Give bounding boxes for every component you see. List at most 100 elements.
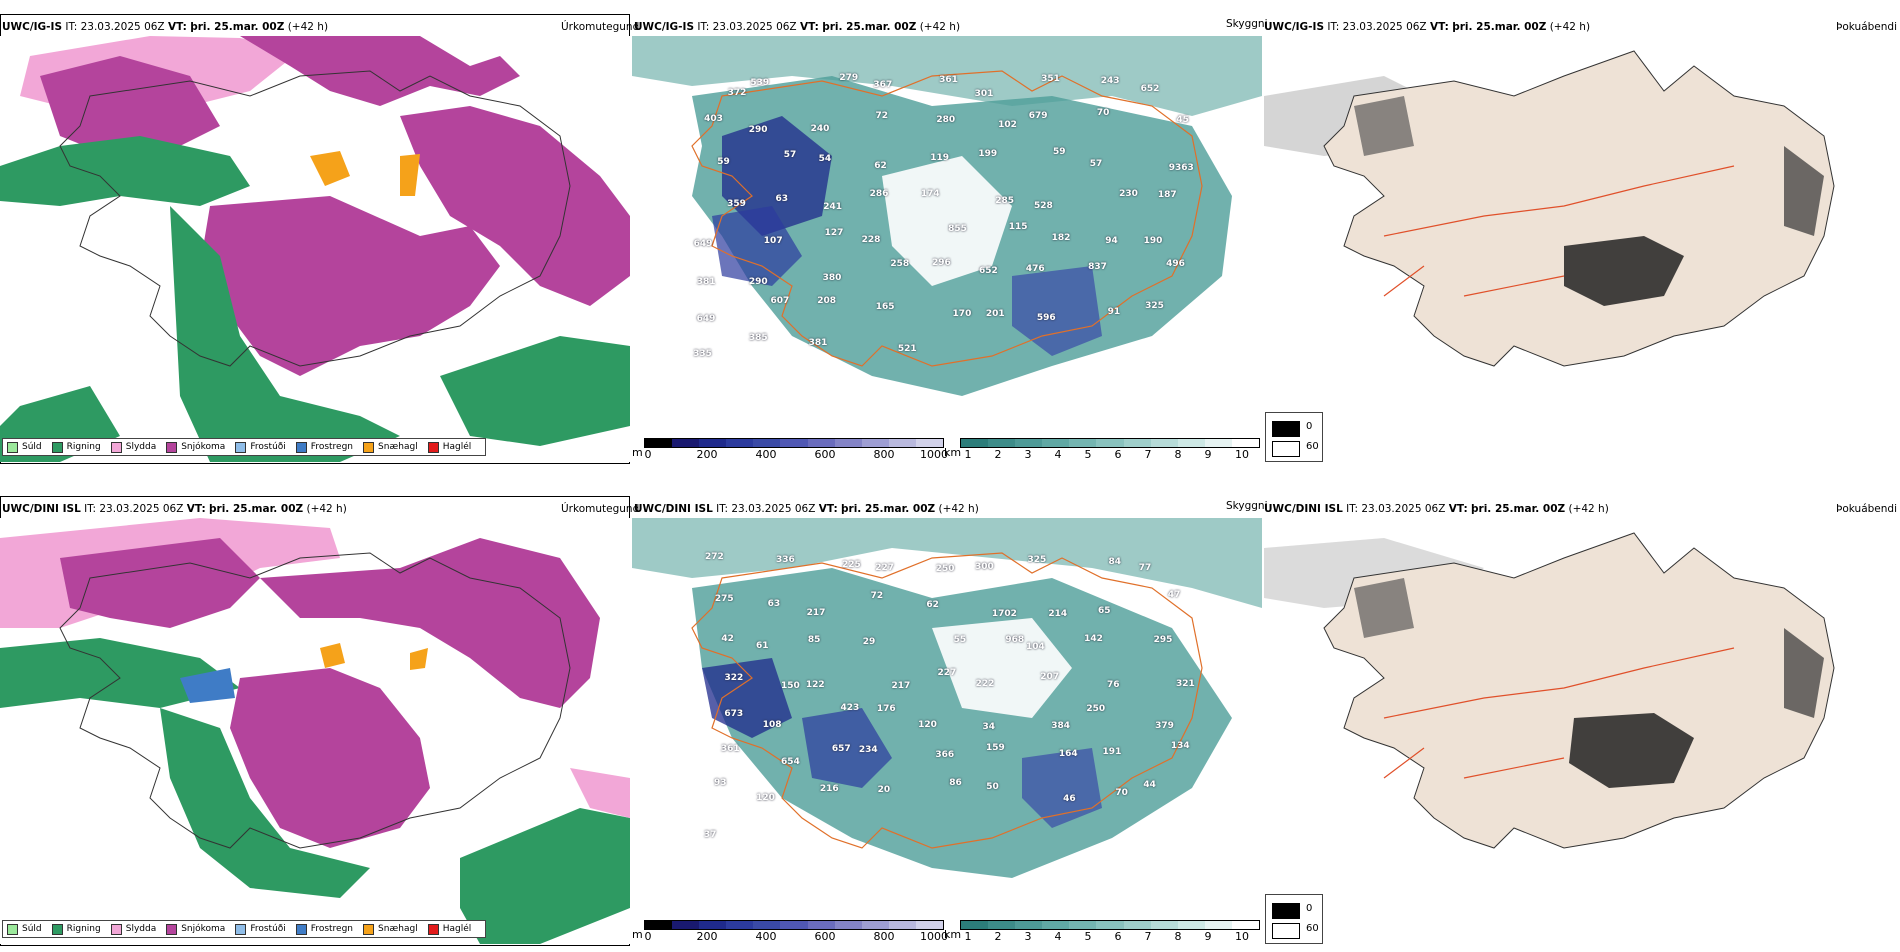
peak-height-label: 37 bbox=[703, 829, 717, 840]
legend-item-haglel: Haglél bbox=[427, 923, 471, 935]
legend-item-haglel: Haglél bbox=[427, 441, 472, 453]
vt-label: VT: bbox=[167, 21, 187, 33]
peak-height-label: 240 bbox=[810, 124, 830, 135]
peak-height-label: 216 bbox=[819, 783, 839, 794]
peak-height-label: 335 bbox=[693, 349, 712, 360]
peak-height-label: 159 bbox=[986, 742, 1005, 753]
peak-height-label: 230 bbox=[1119, 188, 1138, 199]
it-value: 23.03.2025 06Z bbox=[80, 21, 165, 33]
fog-swatch-light bbox=[1272, 923, 1300, 939]
peak-height-label: 207 bbox=[1040, 672, 1060, 683]
snow-pellet-area bbox=[400, 154, 420, 196]
peak-height-label: 300 bbox=[974, 561, 994, 572]
rain-area bbox=[460, 808, 630, 944]
legend-item-frostudi: Frostúði bbox=[235, 923, 286, 935]
colorbar-segment bbox=[888, 921, 916, 929]
peak-height-label: 120 bbox=[918, 719, 937, 730]
peak-height-label: 322 bbox=[724, 672, 744, 683]
peak-height-label: 250 bbox=[935, 563, 955, 574]
legend-swatch bbox=[235, 923, 247, 935]
snow-pellet-area bbox=[310, 151, 350, 186]
precip-type-legend: Súld Rigning Slydda Snjókoma Frostúði Fr… bbox=[2, 438, 487, 456]
fog-core bbox=[1564, 236, 1684, 306]
colorbar-segment bbox=[807, 921, 835, 929]
legend-item-frostregn: Frostregn bbox=[295, 923, 353, 935]
legend-label: Súld bbox=[22, 442, 42, 452]
legend-swatch bbox=[110, 441, 122, 453]
model-name: UWC/DINI ISL bbox=[634, 503, 713, 515]
cloud-tick: 6 bbox=[1114, 448, 1122, 461]
peak-height-label: 321 bbox=[1176, 678, 1195, 689]
peak-height-label: 77 bbox=[1138, 563, 1152, 574]
peak-height-label: 361 bbox=[720, 744, 740, 755]
snow-area bbox=[400, 106, 630, 306]
it-value: 23.03.2025 06Z bbox=[99, 503, 184, 515]
colorbar-segment bbox=[961, 439, 989, 447]
cloud-tick: 10 bbox=[1235, 448, 1249, 461]
peak-height-label: 855 bbox=[948, 224, 967, 235]
vt-value: þri. 25.mar. 00Z bbox=[841, 503, 936, 515]
peak-height-label: 279 bbox=[839, 72, 859, 83]
legend-label: Snæhagl bbox=[378, 442, 418, 452]
colorbar-segment bbox=[834, 921, 862, 929]
vt-label: VT: bbox=[1429, 21, 1449, 33]
colorbar-segment bbox=[861, 439, 889, 447]
peak-height-label: 93 bbox=[713, 777, 727, 788]
peak-height-label: 366 bbox=[935, 749, 955, 760]
colorbar-segment bbox=[1150, 921, 1178, 929]
peak-height-label: 190 bbox=[1143, 235, 1163, 246]
peak-height-label: 243 bbox=[1100, 75, 1120, 86]
snow-area bbox=[230, 668, 430, 848]
height-scale-bar bbox=[644, 438, 944, 448]
colorbar-segment bbox=[780, 439, 808, 447]
road-network bbox=[691, 70, 1203, 367]
colorbar-segment bbox=[1123, 921, 1151, 929]
peak-height-label: 187 bbox=[1157, 190, 1177, 201]
freezing-rain-area bbox=[180, 668, 235, 703]
panel-header: UWC/DINI ISL IT: 23.03.2025 06Z VT: þri.… bbox=[1264, 503, 1609, 515]
legend-item-snjokoma: Snjókoma bbox=[166, 923, 225, 935]
legend-label: Haglél bbox=[442, 442, 472, 452]
snow-area bbox=[40, 56, 220, 156]
peak-height-label: 122 bbox=[805, 679, 825, 690]
peak-height-label: 176 bbox=[876, 704, 896, 715]
cloud-tick: 1 bbox=[964, 448, 972, 461]
peak-height-label: 496 bbox=[1166, 259, 1185, 270]
colorbar-segment bbox=[753, 439, 781, 447]
cloud-tick: 8 bbox=[1174, 930, 1182, 943]
peak-height-label: 199 bbox=[978, 148, 998, 159]
model-name: UWC/IG-IS bbox=[1264, 21, 1325, 33]
peak-height-label: 34 bbox=[982, 721, 995, 732]
peak-height-label: 225 bbox=[841, 560, 861, 571]
vt-value: þri. 25.mar. 00Z bbox=[1471, 503, 1566, 515]
cloud-tick: 4 bbox=[1054, 930, 1062, 943]
peak-height-label: 65 bbox=[1098, 606, 1111, 617]
peak-height-label: 673 bbox=[724, 709, 744, 720]
lead-time: (+42 h) bbox=[919, 21, 961, 33]
vt-value: þri. 25.mar. 00Z bbox=[822, 21, 917, 33]
legend-swatch bbox=[295, 923, 307, 935]
cloud-panel: UWC/DINI ISL IT: 23.03.2025 06Z VT: þri.… bbox=[632, 482, 1268, 952]
cloud-tick: 3 bbox=[1024, 448, 1032, 461]
peak-height-label: 127 bbox=[824, 228, 844, 239]
colorbar-segment bbox=[699, 439, 727, 447]
peak-height-label: 94 bbox=[1105, 236, 1118, 247]
fog-legend-label: 0 bbox=[1306, 903, 1313, 914]
fog-legend-label: 60 bbox=[1306, 923, 1319, 934]
it-label: IT: bbox=[697, 21, 710, 33]
fog-panel: UWC/IG-IS IT: 23.03.2025 06Z VT: þri. 25… bbox=[1264, 0, 1900, 470]
it-label: IT: bbox=[1327, 21, 1340, 33]
peak-height-label: 222 bbox=[975, 679, 995, 690]
height-tick: 1000 bbox=[920, 930, 948, 943]
colorbar-segment bbox=[961, 921, 989, 929]
peak-height-label: 104 bbox=[1026, 641, 1045, 652]
colorbar-segment bbox=[1204, 439, 1232, 447]
height-tick: 400 bbox=[755, 930, 777, 943]
peak-height-label: 134 bbox=[1170, 741, 1190, 752]
coastline bbox=[59, 552, 571, 849]
peak-height-label: 217 bbox=[806, 608, 826, 619]
peak-height-label: 165 bbox=[875, 302, 895, 313]
peak-height-label: 1702 bbox=[991, 609, 1017, 620]
cloud-field bbox=[632, 518, 1262, 608]
peak-height-label: 72 bbox=[875, 111, 889, 122]
